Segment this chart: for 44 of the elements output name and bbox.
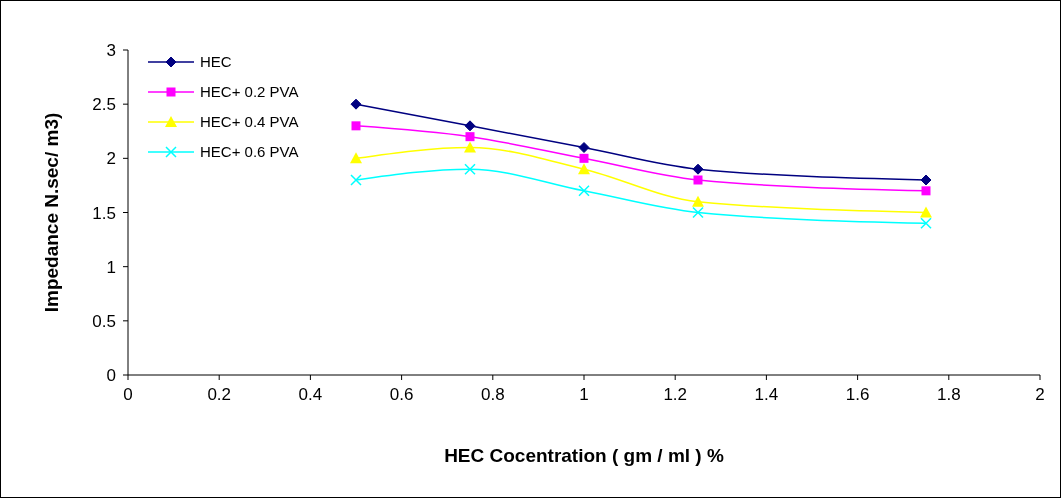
point <box>578 163 590 175</box>
y-tick-label: 2 <box>106 149 116 169</box>
y-tick-label: 0.5 <box>92 311 116 331</box>
point <box>578 185 590 197</box>
x-tick-label: 0.4 <box>298 385 323 404</box>
point <box>464 141 476 153</box>
x-tick-label: 1.6 <box>845 385 870 404</box>
point <box>350 98 362 110</box>
point <box>692 163 704 175</box>
point <box>921 186 931 196</box>
x-tick-label: 0.8 <box>480 385 505 404</box>
x-tick-label: 2 <box>1035 385 1045 404</box>
x-tick-label: 0.6 <box>389 385 414 404</box>
point <box>692 206 704 219</box>
point <box>465 132 475 142</box>
legend-label: HEC+ 0.6 PVA <box>200 143 299 160</box>
x-tick-label: 1.2 <box>663 385 688 404</box>
y-tick-label: 1.5 <box>92 203 116 223</box>
point <box>692 195 704 207</box>
point <box>350 174 362 186</box>
x-axis-title: HEC Cocentration ( gm / ml ) % <box>444 445 724 466</box>
point <box>920 217 932 230</box>
x-tick-label: 0.2 <box>207 385 232 404</box>
legend-label: HEC+ 0.4 PVA <box>200 113 299 130</box>
y-tick-label: 2.5 <box>92 95 116 115</box>
point <box>351 121 361 131</box>
legend-label: HEC <box>200 53 232 70</box>
y-tick-label: 0 <box>106 366 116 385</box>
point <box>920 174 932 186</box>
x-tick-label: 1.8 <box>936 385 961 404</box>
x-tick-label: 1 <box>579 385 589 404</box>
y-axis-title: Impedance N.sec/ m3) <box>41 112 62 313</box>
x-tick-label: 1.4 <box>754 385 779 404</box>
point <box>579 153 589 163</box>
point <box>693 175 703 185</box>
x-tick-label: 0 <box>123 385 133 404</box>
legend-label: HEC+ 0.2 PVA <box>200 83 299 100</box>
point <box>920 206 932 218</box>
y-tick-label: 3 <box>106 41 116 60</box>
point <box>464 163 476 175</box>
point <box>578 142 590 153</box>
y-tick-label: 1 <box>106 257 116 277</box>
point <box>464 120 476 132</box>
point <box>350 152 362 164</box>
